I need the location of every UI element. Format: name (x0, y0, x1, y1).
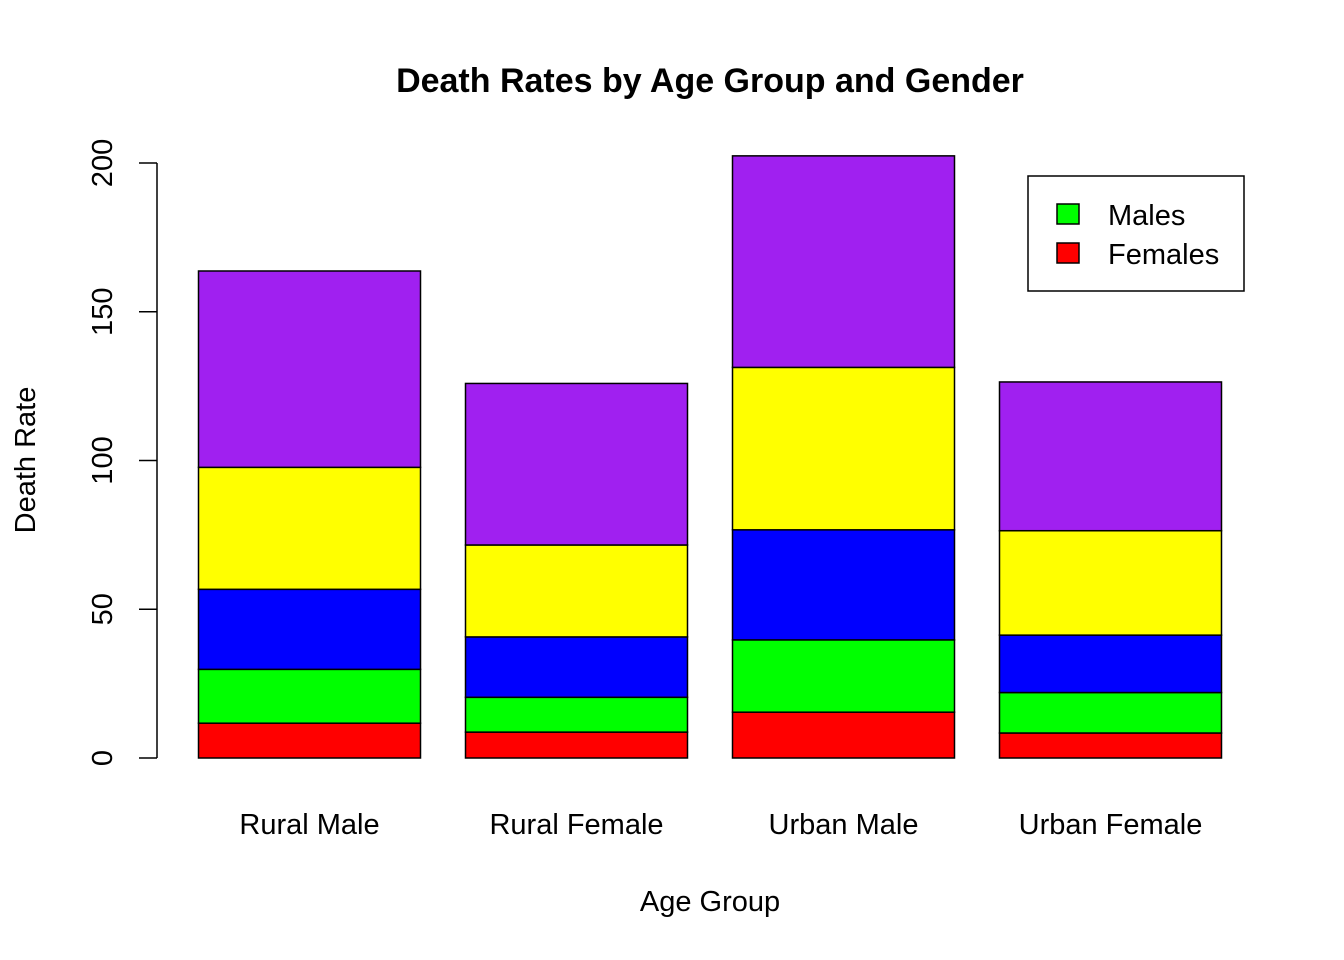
legend-label: Females (1108, 239, 1219, 271)
bar-segment (197, 722, 422, 759)
bar-segment (197, 668, 422, 724)
bar-segment (731, 711, 956, 759)
y-tick-label: 200 (87, 139, 119, 187)
x-axis-label: Age Group (640, 886, 780, 918)
bar-segment (998, 634, 1223, 694)
bar-segment (464, 696, 689, 733)
y-tick-label: 0 (87, 750, 119, 766)
legend: Males Females (1027, 175, 1245, 292)
bars (197, 155, 1223, 759)
y-tick-label: 50 (87, 593, 119, 625)
bar-segment (464, 382, 689, 546)
bar-segment (197, 270, 422, 469)
bar-segment (197, 466, 422, 591)
y-tick-label: 150 (87, 288, 119, 336)
legend-label: Males (1108, 200, 1185, 232)
bar-segment (731, 366, 956, 531)
legend-box (1027, 175, 1245, 292)
x-tick-label: Urban Female (1019, 809, 1203, 841)
x-tick-labels: Rural Male Rural Female Urban Male Urban Fe… (239, 809, 1202, 841)
x-tick-label: Rural Male (239, 809, 379, 841)
bar-segment (998, 691, 1223, 734)
legend-swatch (1056, 242, 1080, 264)
bar-segment (464, 544, 689, 638)
bar-segment (998, 381, 1223, 532)
y-axis-label: Death Rate (10, 387, 42, 534)
bar-segment (464, 636, 689, 699)
bar-segment (998, 732, 1223, 759)
x-tick-label: Rural Female (489, 809, 663, 841)
x-tick-label: Urban Male (769, 809, 919, 841)
bar-segment (731, 155, 956, 369)
legend-swatch (1056, 203, 1080, 225)
y-tick-label: 100 (87, 436, 119, 484)
bar-segment (197, 588, 422, 671)
bar-segment (998, 529, 1223, 636)
chart-title: Death Rates by Age Group and Gender (396, 62, 1024, 100)
bar-segment (464, 731, 689, 759)
bar-segment (731, 529, 956, 641)
y-axis: 0 50 100 150 200 (87, 139, 158, 766)
bar-segment (731, 639, 956, 713)
